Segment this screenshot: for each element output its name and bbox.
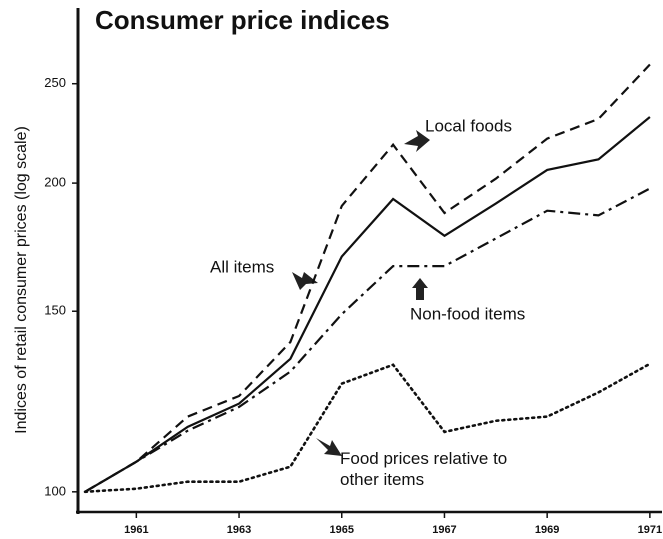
arrow	[412, 278, 428, 300]
x-tick-label: 1963	[227, 524, 251, 536]
y-tick-label: 150	[44, 303, 66, 318]
series-line	[83, 362, 652, 494]
x-tick-label: 1971	[638, 524, 662, 536]
x-tick-label: 1961	[124, 524, 148, 536]
annotation: All items	[210, 257, 274, 276]
y-tick-label: 100	[44, 483, 66, 498]
y-axis-label: Indices of retail consumer prices (log s…	[13, 126, 30, 434]
x-tick-label: 1969	[535, 524, 559, 536]
series-line	[84, 116, 651, 493]
annotation: Food prices relative to other items	[340, 449, 508, 489]
y-tick-label: 200	[44, 175, 66, 190]
series-line	[84, 63, 651, 493]
y-tick-label: 250	[44, 75, 66, 90]
arrow	[316, 438, 342, 456]
annotation: Local foods	[425, 116, 512, 135]
series-line	[84, 187, 651, 493]
arrow	[404, 130, 430, 152]
chart-title: Consumer price indices	[95, 5, 390, 35]
arrow	[292, 272, 318, 290]
annotation: Non-food items	[410, 304, 525, 323]
x-tick-label: 1967	[432, 524, 456, 536]
x-tick-label: 1965	[330, 524, 354, 536]
